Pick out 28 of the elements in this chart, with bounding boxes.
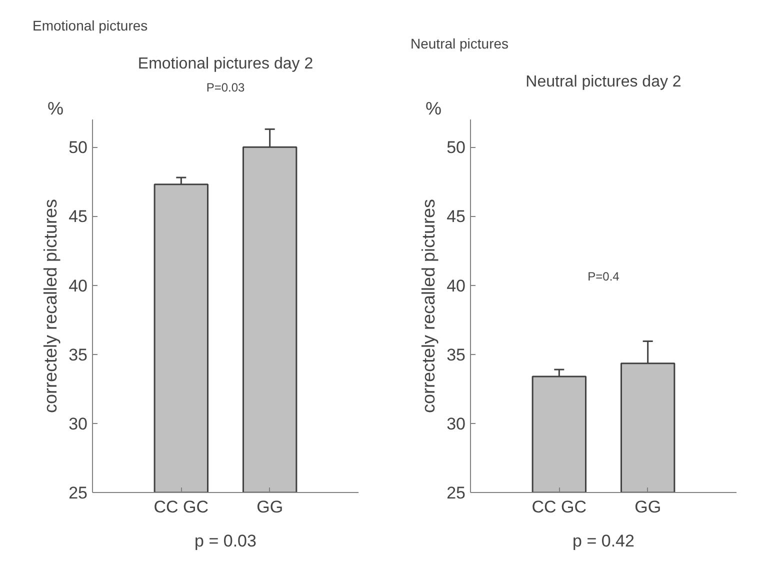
text: p = 0.42 [572, 532, 634, 550]
y-tick-label: 40 [68, 276, 88, 296]
y-tick-label: 45 [446, 207, 466, 226]
y-tick-label: 40 [446, 276, 466, 296]
chart-title: Emotional pictures [32, 18, 148, 34]
x-tick-label: CC GC [154, 498, 209, 516]
annotation: P=0.4 [588, 270, 620, 284]
y-tick-label: 30 [446, 414, 466, 434]
y-tick-label: 25 [446, 484, 466, 502]
x-tick-label: GG [256, 498, 284, 516]
chart-subtitle: Neutral pictures day 2 [526, 74, 682, 90]
y-tick-label: 25 [68, 484, 88, 502]
chart-subtitle: Emotional pictures day 2 [138, 56, 314, 72]
text: % [48, 98, 64, 118]
text: p = 0.03 [194, 532, 256, 550]
x-tick-label: CC GC [532, 498, 587, 516]
y-tick-label: 35 [446, 345, 466, 364]
y-axis-title: correctely recalled pictures [418, 198, 439, 414]
text: P=0.03 [206, 80, 246, 94]
y-tick-label: 45 [68, 207, 88, 226]
x-tick-label: GG [634, 498, 662, 516]
y-tick-label: 35 [68, 345, 88, 364]
text: % [426, 98, 442, 118]
chart-title: Neutral pictures [410, 36, 509, 52]
y-axis-title: correctely recalled pictures [40, 198, 61, 414]
y-tick-label: 50 [68, 138, 88, 158]
y-tick-label: 30 [68, 414, 88, 434]
y-tick-label: 50 [446, 138, 466, 158]
